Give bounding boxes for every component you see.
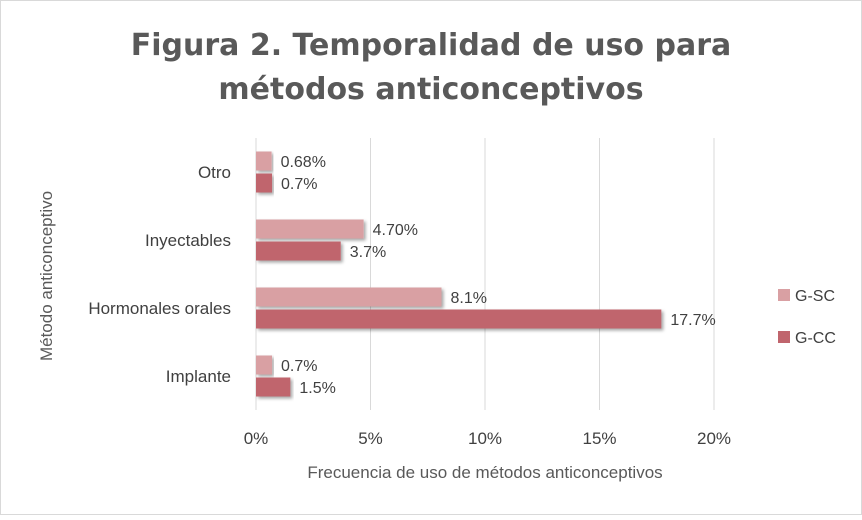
bar-g-sc: [256, 151, 272, 171]
bar-g-cc: [256, 173, 273, 193]
x-tick-label: 10%: [468, 429, 502, 448]
x-tick-label: 5%: [358, 429, 383, 448]
bars: [256, 151, 662, 397]
data-label: 8.1%: [450, 290, 486, 307]
legend: G-SC G-CC: [778, 288, 836, 347]
data-label: 0.68%: [281, 154, 326, 171]
legend-swatch: [778, 289, 790, 301]
legend-label: G-SC: [795, 288, 835, 305]
legend-swatch: [778, 331, 790, 343]
data-label: 0.7%: [281, 358, 317, 375]
bar-g-sc: [256, 287, 442, 307]
category-label: Inyectables: [145, 231, 231, 250]
x-tick-labels: 0% 5% 10% 15% 20%: [244, 429, 731, 448]
category-label: Hormonales orales: [88, 299, 231, 318]
data-label: 17.7%: [670, 312, 715, 329]
bar-g-cc: [256, 377, 291, 397]
data-label: 3.7%: [350, 244, 386, 261]
y-axis-title: Método anticonceptivo: [37, 191, 56, 361]
chart-title-line-1: Figura 2. Temporalidad de uso para: [131, 28, 732, 63]
legend-label: G-CC: [795, 330, 836, 347]
bar-g-sc: [256, 355, 273, 375]
bar-g-sc: [256, 219, 364, 239]
data-labels: 0.68% 0.7% 4.70% 3.7% 8.1% 17.7% 0.7% 1.5%: [281, 154, 716, 397]
data-label: 1.5%: [299, 380, 335, 397]
category-label: Otro: [198, 163, 231, 182]
chart-title-line-2: métodos anticonceptivos: [218, 72, 643, 107]
category-labels: Otro Inyectables Hormonales orales Implante: [88, 163, 231, 386]
data-label: 4.70%: [373, 222, 418, 239]
data-label: 0.7%: [281, 176, 317, 193]
x-tick-label: 0%: [244, 429, 269, 448]
category-label: Implante: [166, 367, 231, 386]
x-tick-label: 20%: [697, 429, 731, 448]
bar-g-cc: [256, 241, 341, 261]
x-tick-label: 15%: [582, 429, 616, 448]
x-axis-title: Frecuencia de uso de métodos anticoncept…: [307, 463, 662, 482]
bar-g-cc: [256, 309, 662, 329]
